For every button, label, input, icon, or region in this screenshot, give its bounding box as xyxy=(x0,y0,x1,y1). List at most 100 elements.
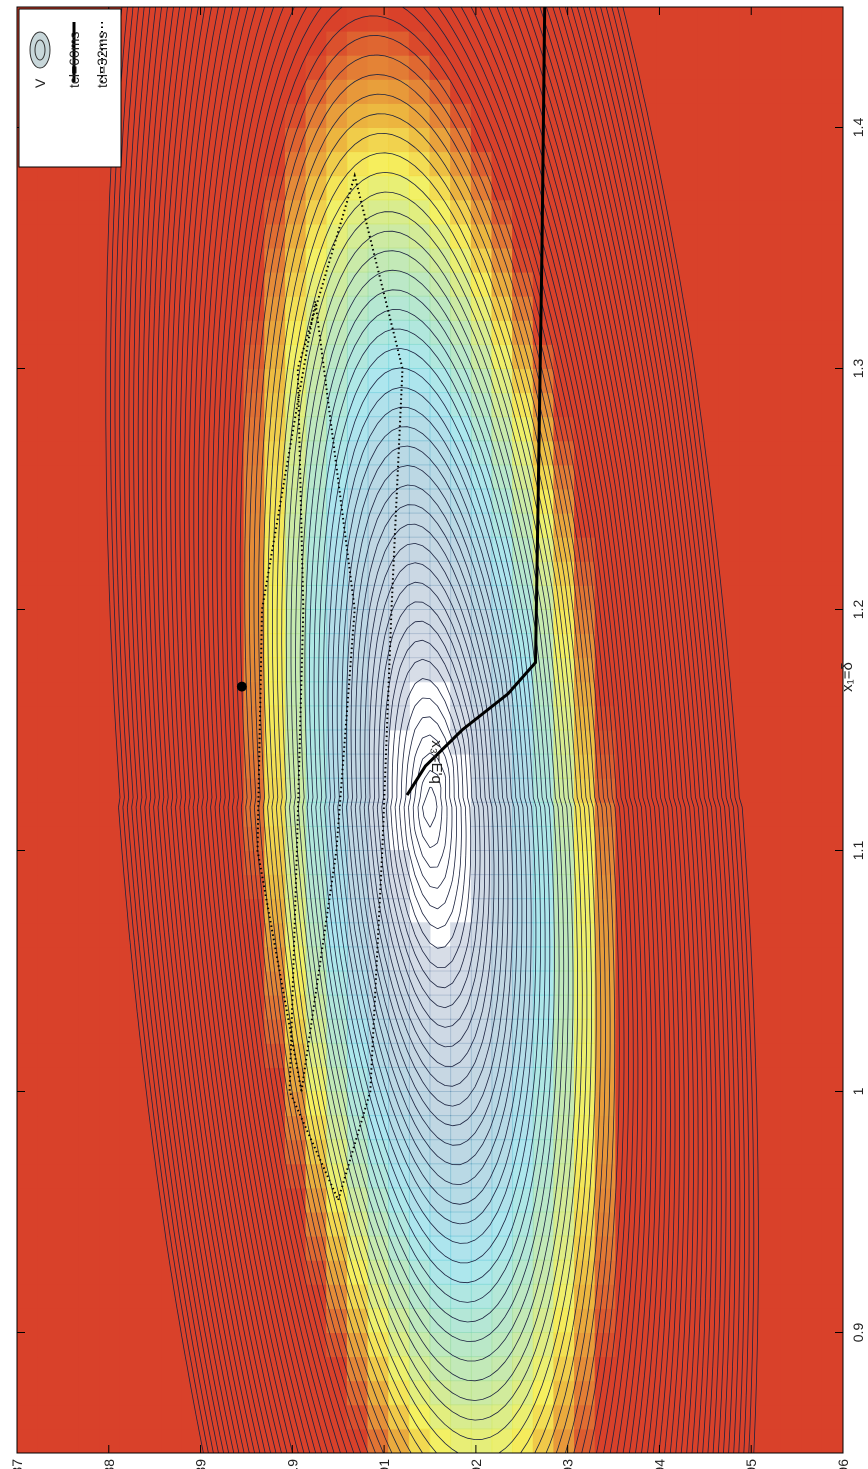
field-cell xyxy=(119,1332,142,1358)
field-cell xyxy=(759,1187,782,1213)
field-cell xyxy=(759,440,782,466)
field-cell xyxy=(99,199,121,225)
y-tick-label: 0.93 xyxy=(560,1459,576,1469)
field-cell xyxy=(367,175,390,201)
field-cell xyxy=(636,633,658,659)
field-cell xyxy=(57,199,80,225)
field-cell xyxy=(57,416,80,442)
field-cell xyxy=(553,609,576,635)
field-cell xyxy=(801,801,823,827)
field-cell xyxy=(429,1332,452,1358)
field-cell xyxy=(574,1211,596,1237)
field-cell xyxy=(532,1042,555,1068)
field-cell xyxy=(491,850,514,876)
field-cell xyxy=(37,874,59,900)
field-cell xyxy=(759,78,782,104)
field-cell xyxy=(99,392,121,418)
field-cell xyxy=(17,922,39,948)
field-cell xyxy=(367,1307,390,1333)
field-cell xyxy=(718,488,741,514)
field-cell xyxy=(574,1139,596,1165)
field-cell xyxy=(264,536,286,562)
field-cell xyxy=(367,1091,390,1117)
field-cell xyxy=(780,1211,803,1237)
field-cell xyxy=(408,1163,431,1189)
field-cell xyxy=(512,1187,534,1213)
field-cell xyxy=(264,319,286,345)
field-cell xyxy=(821,825,843,851)
field-cell xyxy=(739,705,761,731)
field-cell xyxy=(759,874,782,900)
field-cell xyxy=(161,1187,183,1213)
field-cell xyxy=(677,54,699,80)
field-cell xyxy=(367,560,390,586)
field-cell xyxy=(759,609,782,635)
field-cell xyxy=(759,946,782,972)
field-cell xyxy=(574,127,596,153)
field-cell xyxy=(594,1283,617,1309)
field-cell xyxy=(243,319,266,345)
field-cell xyxy=(759,922,782,948)
field-cell xyxy=(470,801,493,827)
field-cell xyxy=(821,223,843,249)
y-tick-label: 0.96 xyxy=(835,1459,851,1469)
field-cell xyxy=(780,488,803,514)
field-cell xyxy=(78,536,101,562)
field-cell xyxy=(57,560,80,586)
field-cell xyxy=(408,368,431,394)
field-cell xyxy=(202,801,224,827)
field-cell xyxy=(181,609,204,635)
field-cell xyxy=(512,78,534,104)
field-cell xyxy=(470,1283,493,1309)
field-cell xyxy=(367,127,390,153)
field-cell xyxy=(821,151,843,177)
field-cell xyxy=(801,970,823,996)
field-cell xyxy=(408,416,431,442)
field-cell xyxy=(697,753,720,779)
field-cell xyxy=(615,1283,637,1309)
field-cell xyxy=(57,319,80,345)
field-cell xyxy=(574,1018,596,1044)
field-cell xyxy=(37,898,59,924)
field-cell xyxy=(37,175,59,201)
field-cell xyxy=(243,825,266,851)
field-cell xyxy=(574,681,596,707)
field-cell xyxy=(615,1404,637,1430)
x-tick-label: 1.2 xyxy=(850,600,866,620)
field-cell xyxy=(140,1356,163,1382)
field-cell xyxy=(429,970,452,996)
field-cell xyxy=(346,392,369,418)
field-cell xyxy=(656,1211,679,1237)
field-cell xyxy=(78,1066,101,1092)
field-cell xyxy=(264,1259,286,1285)
field-cell xyxy=(264,151,286,177)
field-cell xyxy=(346,223,369,249)
field-cell xyxy=(119,777,142,803)
field-cell xyxy=(739,1283,761,1309)
field-cell xyxy=(821,1187,843,1213)
field-cell xyxy=(17,1356,39,1382)
field-cell xyxy=(780,729,803,755)
field-cell xyxy=(408,1115,431,1141)
field-cell xyxy=(491,512,514,538)
field-cell xyxy=(450,1259,472,1285)
field-cell xyxy=(57,753,80,779)
field-cell xyxy=(739,1259,761,1285)
legend-label: V xyxy=(32,78,48,88)
field-cell xyxy=(408,536,431,562)
field-cell xyxy=(697,1091,720,1117)
field-cell xyxy=(37,609,59,635)
field-cell xyxy=(553,753,576,779)
field-cell xyxy=(532,1066,555,1092)
field-cell xyxy=(801,512,823,538)
field-cell xyxy=(181,1115,204,1141)
field-cell xyxy=(388,512,410,538)
field-cell xyxy=(801,392,823,418)
field-cell xyxy=(140,1163,163,1189)
field-cell xyxy=(264,1283,286,1309)
field-cell xyxy=(470,1332,493,1358)
field-cell xyxy=(429,1356,452,1382)
field-cell xyxy=(57,1307,80,1333)
field-cell xyxy=(739,874,761,900)
